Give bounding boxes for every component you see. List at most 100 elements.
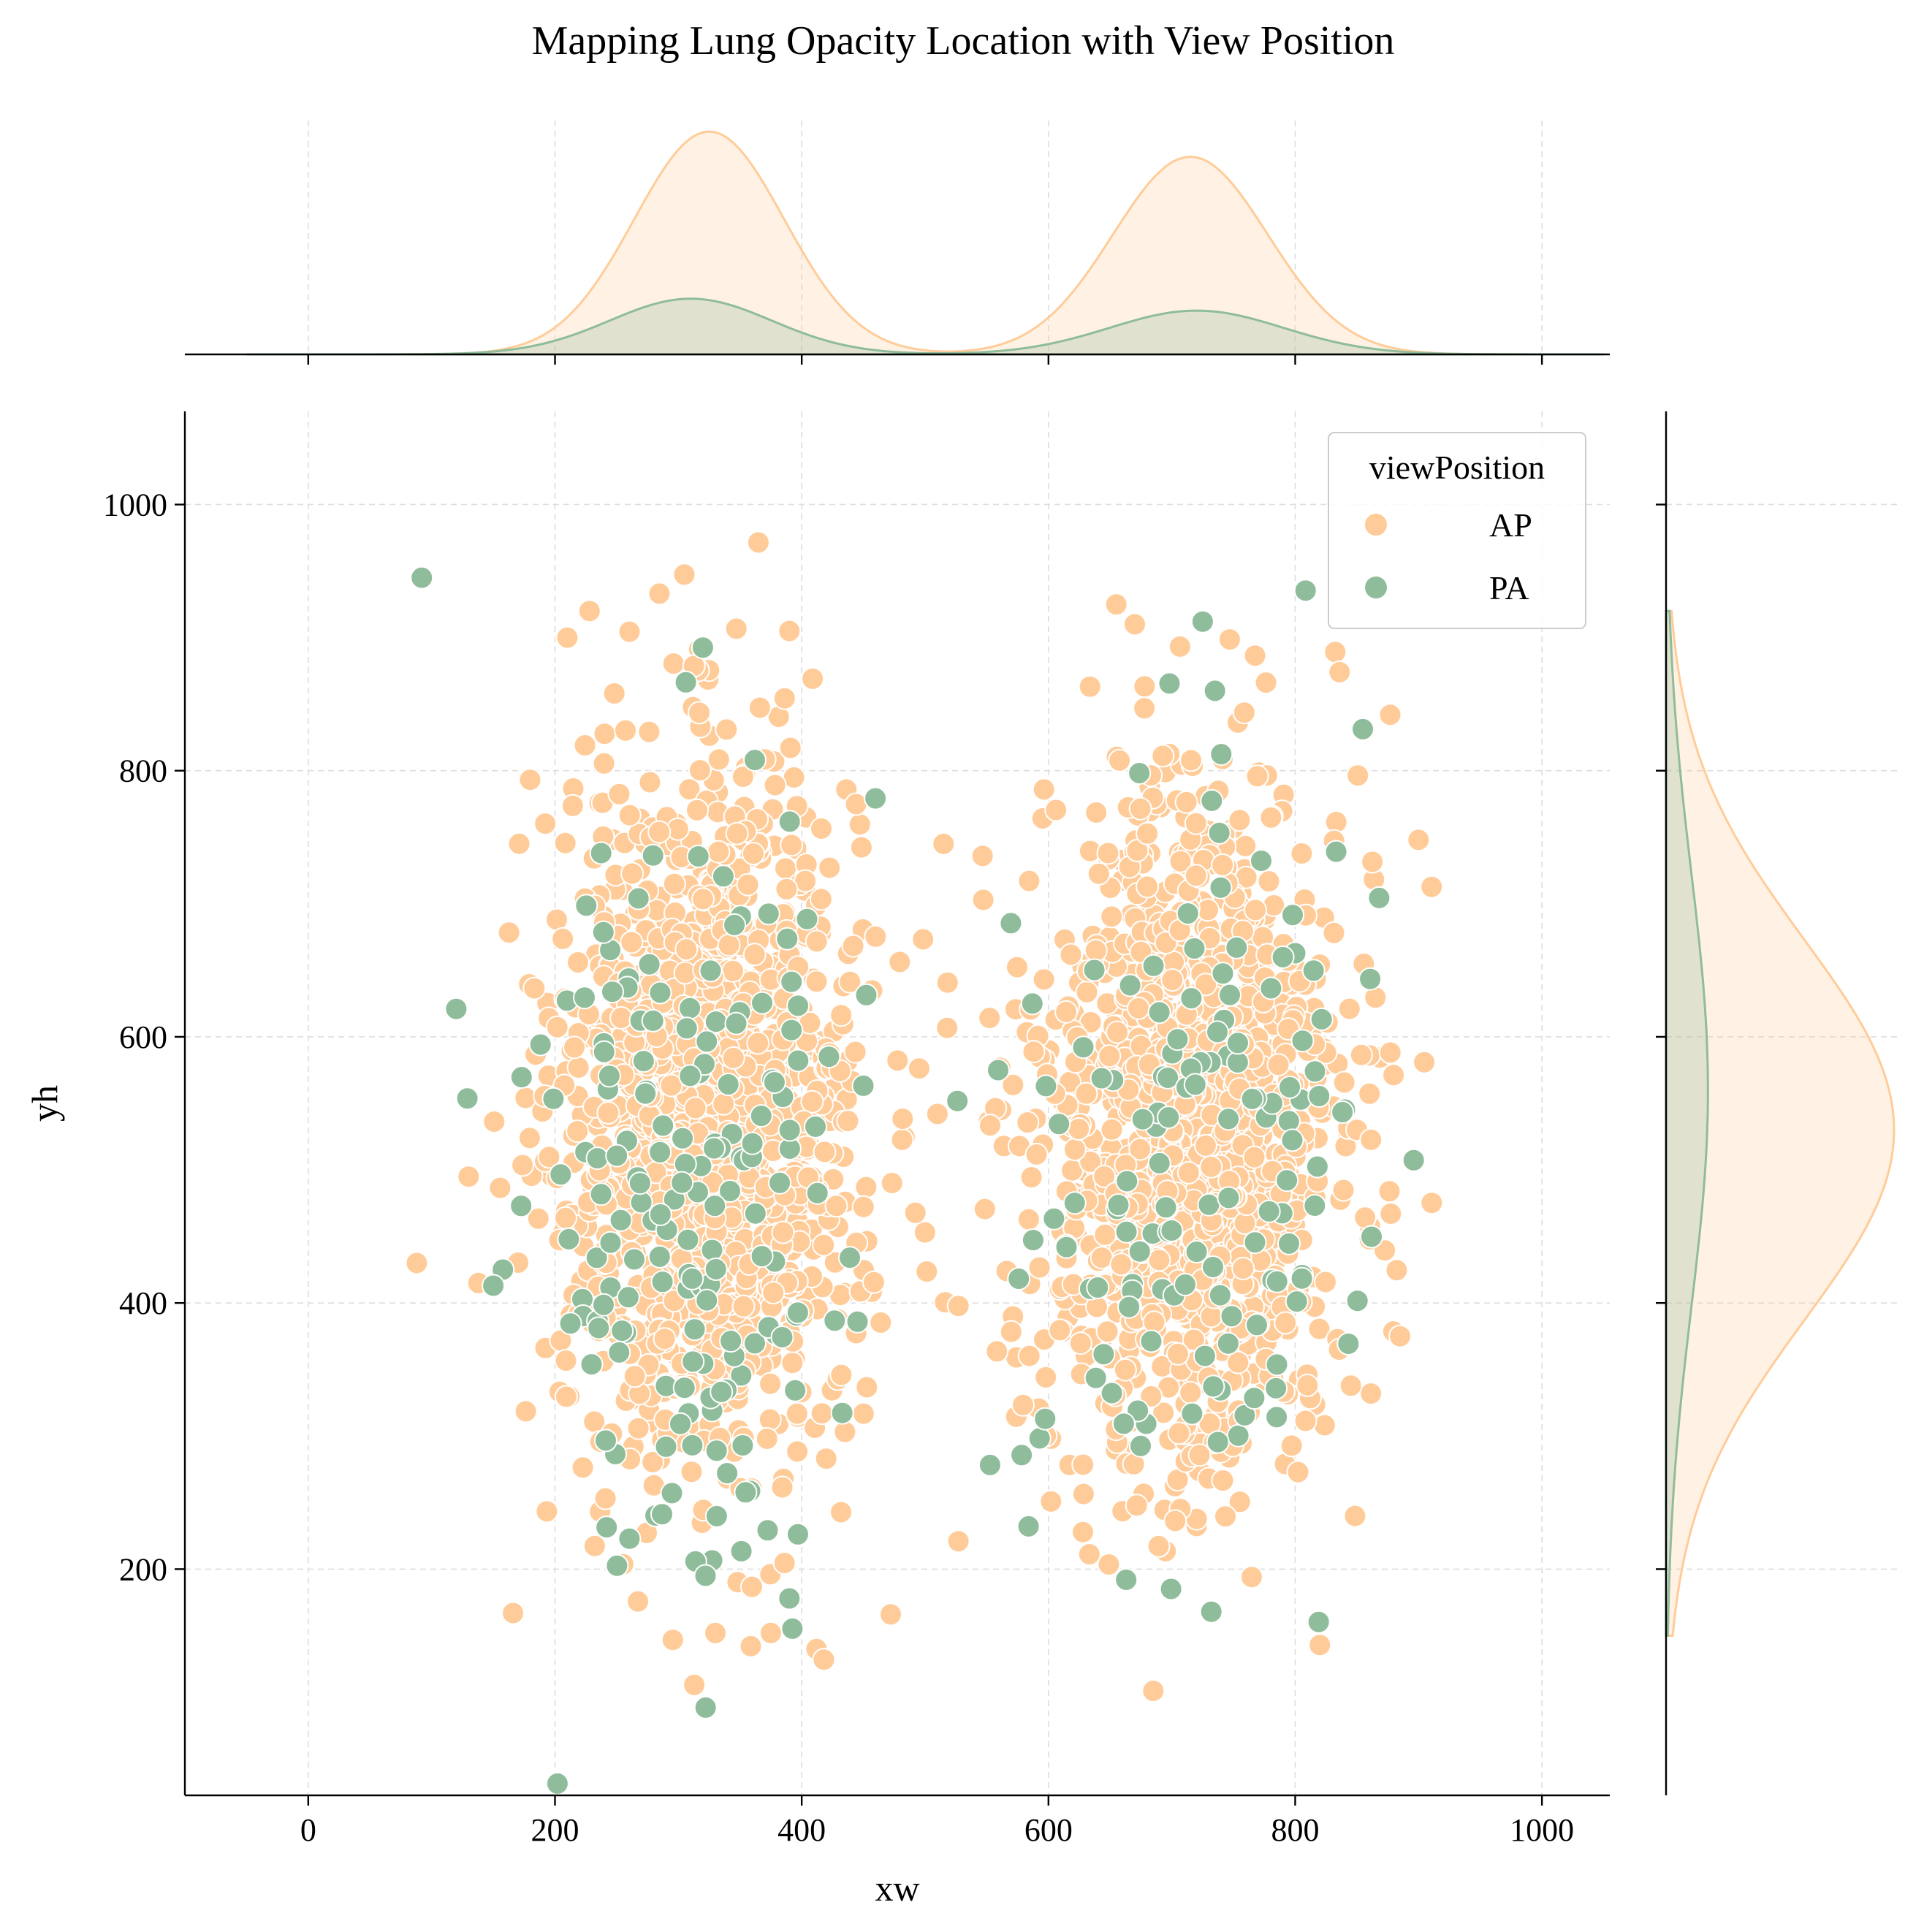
scatter-point [719,1329,743,1353]
scatter-point [1117,1295,1141,1319]
scatter-point [1179,1380,1203,1404]
scatter-point [620,930,644,954]
scatter-point [851,1195,875,1219]
scatter-point [1187,1443,1212,1467]
scatter-point [610,1319,634,1343]
scatter-point [1082,958,1106,982]
scatter-point [1022,1040,1046,1064]
scatter-point [1019,1165,1043,1190]
scatter-point [1218,983,1242,1007]
scatter-point [558,1312,582,1336]
scatter-point [685,798,709,822]
scatter-point [1071,1520,1095,1544]
scatter-point [1166,1342,1190,1366]
scatter-point [1027,1426,1052,1450]
scatter-point [1142,1310,1166,1334]
scatter-point [1016,1207,1041,1231]
scatter-point [457,1165,481,1189]
scatter-point [1157,1106,1181,1130]
scatter-point [777,1586,802,1610]
scatter-point [598,1231,623,1255]
scatter-point [593,722,617,746]
scatter-point [597,1064,621,1088]
scatter-point [1185,1240,1209,1264]
scatter-point [641,1008,665,1032]
scatter-point [1197,1193,1221,1217]
x-tick-label: 800 [1271,1812,1319,1848]
scatter-point [682,1317,707,1342]
scatter-point [841,934,865,958]
scatter-point [707,840,731,864]
scatter-point [1042,1206,1066,1231]
scatter-point [1293,579,1317,603]
scatter-point [1220,1304,1244,1328]
scatter-point [932,832,956,856]
scatter-point [999,1320,1023,1344]
scatter-point [1412,1050,1437,1074]
scatter-point [935,1016,959,1040]
scatter-point [637,952,661,976]
scatter-point [838,1246,862,1270]
scatter-point [743,1331,767,1355]
scatter-point [836,1109,860,1133]
scatter-point [777,1118,802,1142]
scatter-point [1141,1679,1166,1703]
scatter-point [1225,935,1249,959]
scatter-point [1084,801,1109,824]
x-tick-label: 600 [1024,1812,1073,1848]
scatter-point [1034,1365,1058,1389]
scatter-point [829,1500,853,1524]
scatter-point [592,1293,615,1317]
scatter-point [746,530,770,555]
scatter-point [1168,849,1193,873]
scatter-point [693,1695,718,1719]
scatter-point [616,1285,640,1309]
scatter-point [854,983,878,1007]
scatter-point [674,938,699,962]
scatter-point [405,1251,429,1275]
scatter-point [786,1522,810,1546]
scatter-point [1133,674,1157,699]
scatter-point [1024,1142,1049,1166]
scatter-point [1160,1219,1184,1242]
scatter-point [1278,1076,1301,1099]
scatter-point [545,1771,569,1795]
scatter-point [1259,805,1283,829]
top-marginal-kde [185,121,1610,365]
scatter-point [1174,790,1198,814]
scatter-point [623,1364,647,1388]
scatter-point [670,1171,694,1195]
scatter-point [577,599,601,623]
scatter-point [715,1461,739,1486]
scatter-point [1194,1133,1217,1157]
scatter-point [1203,679,1227,703]
scatter-point [1250,849,1273,872]
scatter-point [772,1551,796,1575]
scatter-point [1290,842,1314,865]
scatter-point [812,1648,836,1672]
scatter-point [1021,1228,1045,1252]
scatter-point [1010,1443,1034,1467]
scatter-point [1016,1111,1040,1135]
scatter-point [1254,671,1278,695]
scatter-point [671,1126,695,1150]
scatter-point [1114,1220,1138,1244]
scatter-point [913,1220,937,1244]
scatter-point [1378,703,1402,727]
scatter-point [1226,1031,1250,1055]
scatter-point [1226,1350,1250,1374]
scatter-point [770,1326,794,1349]
scatter-point [864,924,888,948]
scatter-point [778,736,802,760]
scatter-point [1156,1066,1180,1089]
scatter-point [1115,1169,1139,1193]
scatter-point [780,1018,804,1042]
scatter-point [1243,644,1267,668]
scatter-point [999,911,1023,935]
scatter-point [1016,1514,1041,1538]
scatter-point [715,718,739,742]
scatter-point [812,1233,836,1257]
scatter-point [1226,1423,1250,1448]
scatter-point [691,636,715,660]
scatter-point [607,782,631,806]
